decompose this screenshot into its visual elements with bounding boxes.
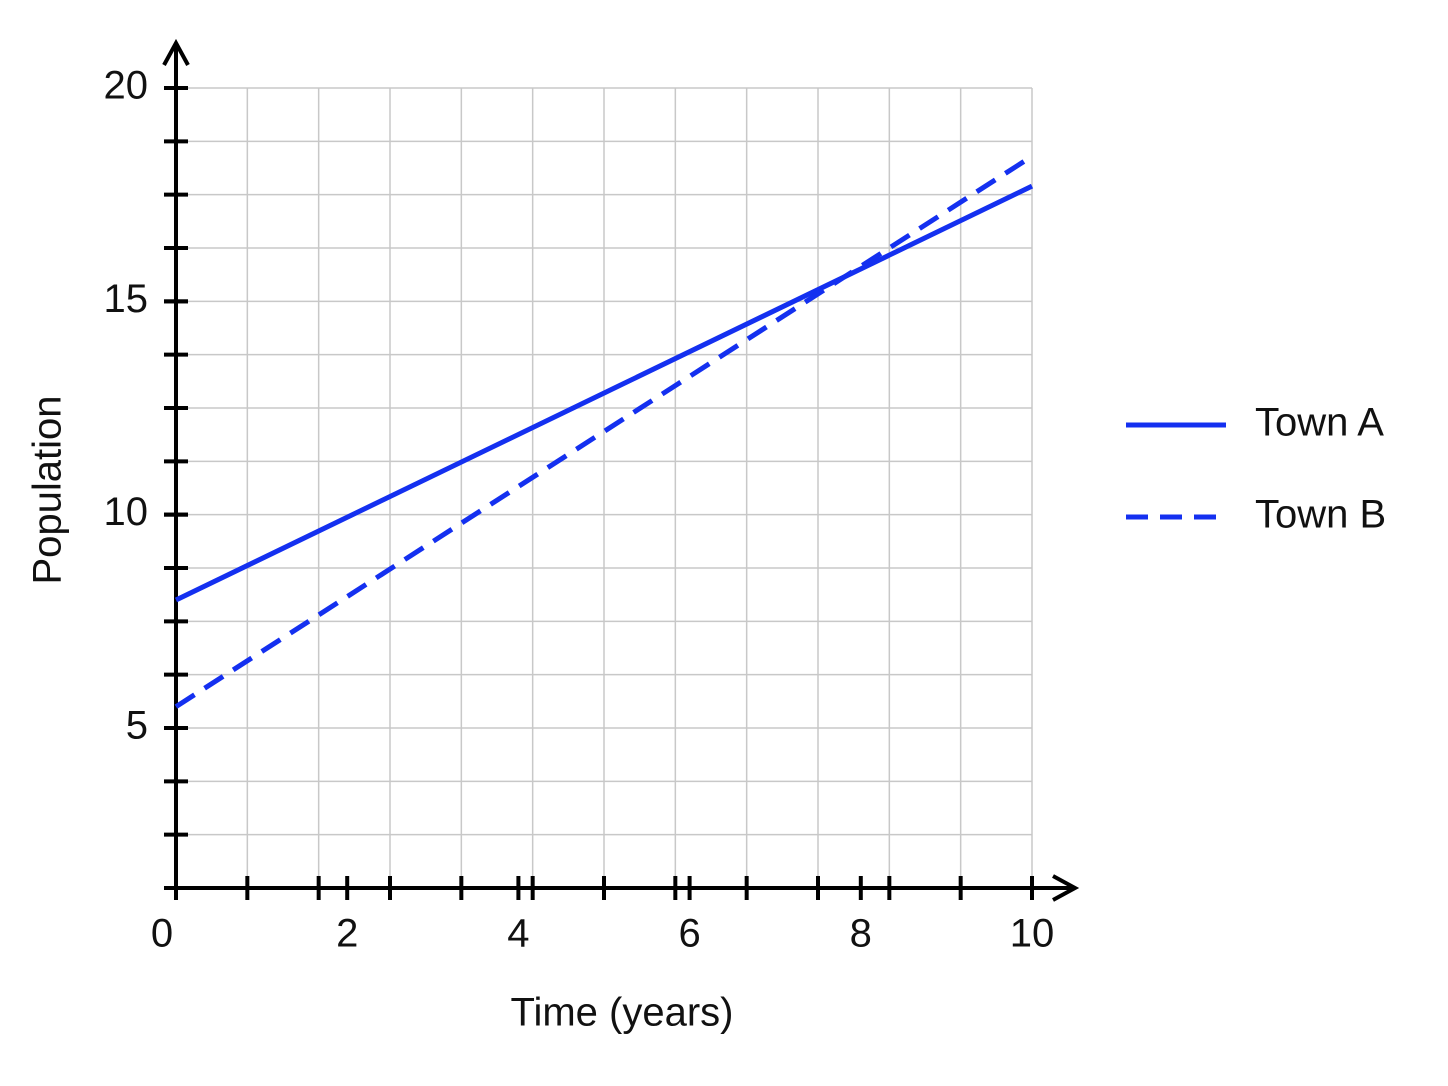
x-tick-label: 6	[678, 912, 700, 956]
legend-label: Town B	[1255, 493, 1386, 537]
x-tick-label: 4	[507, 912, 529, 956]
y-tick-label: 10	[104, 490, 149, 534]
x-tick-label: 8	[850, 912, 872, 956]
y-tick-label: 15	[104, 277, 149, 321]
x-axis-label: Time (years)	[511, 991, 734, 1035]
series-line	[174, 183, 1034, 603]
y-axis-label: Population	[26, 395, 70, 584]
y-axis-arrow	[162, 38, 190, 66]
x-tick-label: 0	[151, 912, 173, 956]
y-tick-label: 20	[104, 64, 149, 108]
legend-label: Town A	[1255, 401, 1384, 445]
x-tick-label: 2	[336, 912, 358, 956]
y-tick-label: 5	[126, 704, 148, 748]
x-tick-label: 10	[1010, 912, 1055, 956]
x-axis-arrow	[1052, 874, 1080, 902]
